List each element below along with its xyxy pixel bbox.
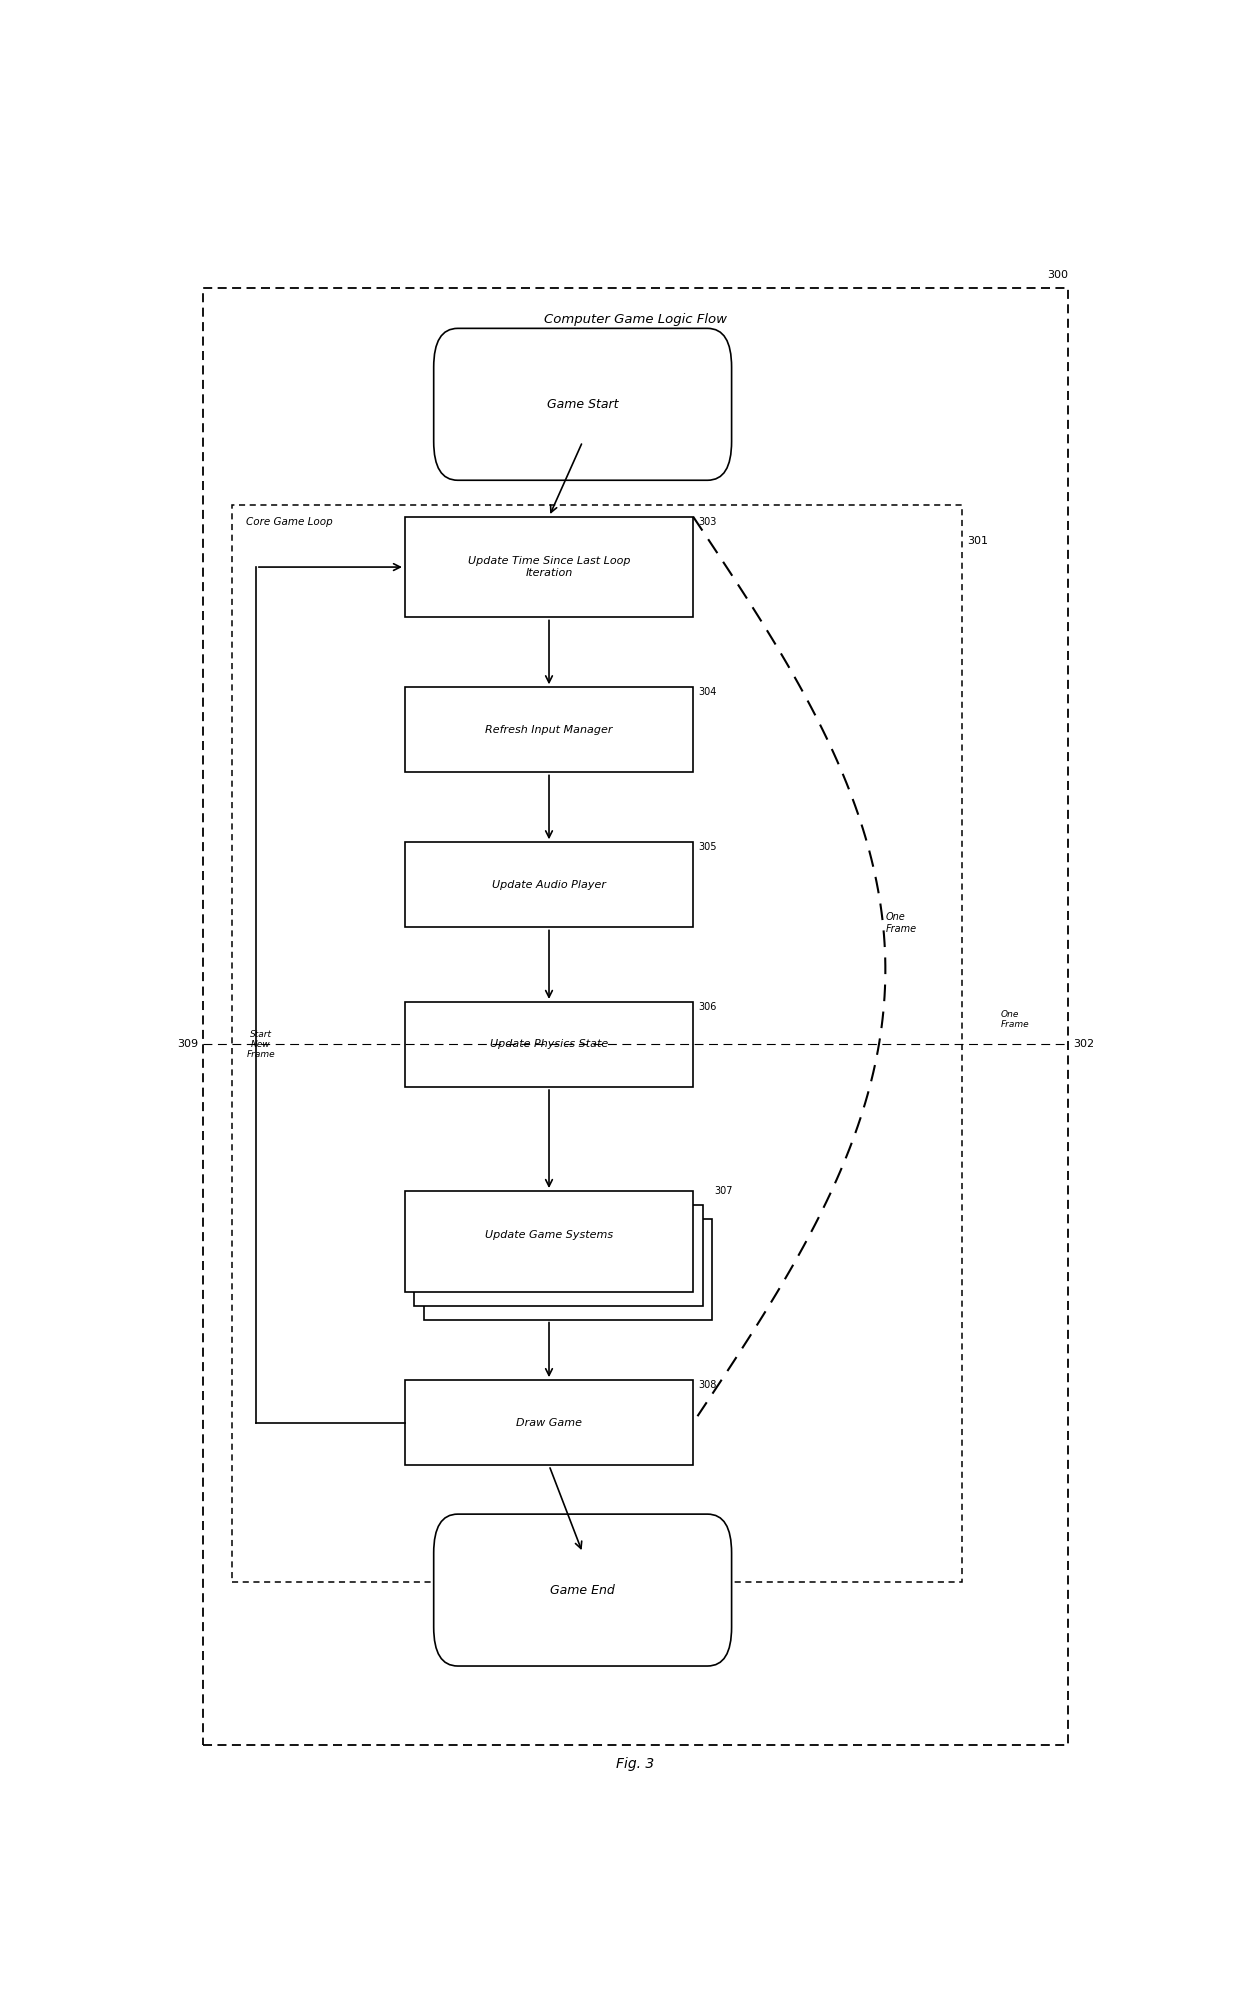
FancyBboxPatch shape bbox=[404, 841, 693, 928]
Text: One
Frame: One Frame bbox=[1001, 1011, 1029, 1029]
FancyBboxPatch shape bbox=[404, 1002, 693, 1087]
Text: Update Audio Player: Update Audio Player bbox=[492, 880, 606, 890]
FancyBboxPatch shape bbox=[414, 1206, 703, 1306]
Text: Computer Game Logic Flow: Computer Game Logic Flow bbox=[544, 312, 727, 326]
Text: 309: 309 bbox=[177, 1039, 198, 1049]
FancyBboxPatch shape bbox=[434, 328, 732, 481]
Text: Draw Game: Draw Game bbox=[516, 1417, 582, 1427]
Text: 307: 307 bbox=[714, 1186, 733, 1196]
Text: 302: 302 bbox=[1073, 1039, 1094, 1049]
Text: Game Start: Game Start bbox=[547, 399, 619, 411]
Text: Fig. 3: Fig. 3 bbox=[616, 1757, 655, 1771]
Text: 300: 300 bbox=[1047, 270, 1068, 280]
FancyBboxPatch shape bbox=[424, 1218, 713, 1321]
Text: 306: 306 bbox=[698, 1002, 717, 1013]
Text: Core Game Loop: Core Game Loop bbox=[247, 517, 334, 527]
FancyBboxPatch shape bbox=[404, 1192, 693, 1292]
Text: One
Frame: One Frame bbox=[885, 912, 916, 934]
FancyBboxPatch shape bbox=[404, 517, 693, 618]
FancyBboxPatch shape bbox=[434, 1514, 732, 1667]
Text: Game End: Game End bbox=[551, 1584, 615, 1596]
Text: Refresh Input Manager: Refresh Input Manager bbox=[485, 725, 613, 735]
Text: 308: 308 bbox=[698, 1381, 717, 1391]
Text: 303: 303 bbox=[698, 517, 717, 527]
Text: Start
New
Frame: Start New Frame bbox=[247, 1029, 275, 1059]
Text: Update Time Since Last Loop
Iteration: Update Time Since Last Loop Iteration bbox=[467, 556, 630, 578]
Text: 305: 305 bbox=[698, 841, 717, 851]
Text: Update Physics State: Update Physics State bbox=[490, 1039, 608, 1049]
Text: 304: 304 bbox=[698, 686, 717, 696]
FancyBboxPatch shape bbox=[404, 1381, 693, 1465]
Text: 301: 301 bbox=[967, 535, 988, 546]
Text: Update Game Systems: Update Game Systems bbox=[485, 1230, 613, 1240]
FancyBboxPatch shape bbox=[404, 686, 693, 773]
